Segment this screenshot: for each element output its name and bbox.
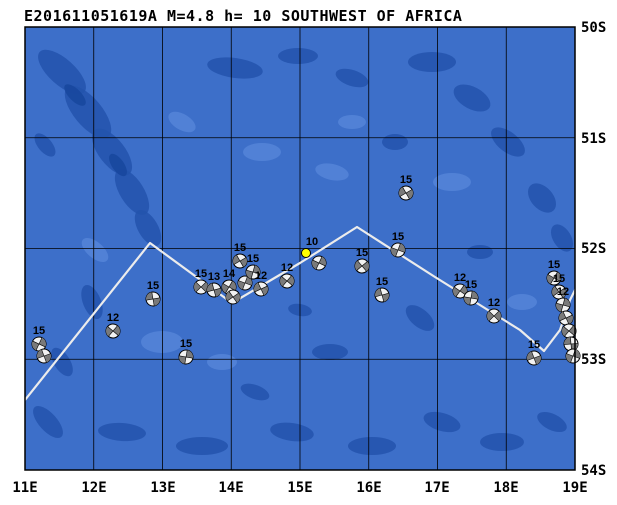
focal-mechanism-beachball: 15 (354, 247, 370, 274)
x-axis-tick-label: 13E (150, 480, 176, 496)
focal-mechanism-beachball: 15 (551, 273, 567, 300)
focal-mechanism-beachball: 12 (486, 297, 502, 324)
focal-mechanism-beachball: 12 (279, 262, 295, 289)
focal-mechanism-beachball (237, 275, 253, 291)
event-depth-label: 15 (247, 253, 259, 265)
focal-mechanism-beachball: 15 (374, 276, 390, 303)
event-depth-label: 12 (255, 270, 267, 282)
focal-mechanism-beachball (558, 310, 574, 326)
event-depth-label: 15 (465, 279, 477, 291)
y-axis-tick-label: 50S (581, 20, 607, 36)
event-depth-label: 10 (306, 236, 318, 248)
event-depth-label: 15 (147, 280, 159, 292)
event-depth-label: 15 (195, 268, 207, 280)
x-axis-tick-label: 17E (424, 480, 450, 496)
y-axis-tick-label: 54S (581, 463, 607, 479)
focal-mechanism-beachball: 12 (253, 270, 269, 297)
y-axis-tick-label: 53S (581, 352, 607, 368)
focal-mechanism-beachball: 15 (178, 338, 194, 365)
plot-title: E201611051619A M=4.8 h= 10 SOUTHWEST OF … (24, 7, 463, 25)
y-axis-tick-label: 52S (581, 241, 607, 257)
focal-mechanism-beachball: 15 (145, 280, 161, 307)
focal-mechanism-beachball (311, 255, 327, 271)
x-axis-tick-label: 11E (12, 480, 38, 496)
event-depth-label: 12 (281, 262, 293, 274)
x-axis-tick-label: 12E (81, 480, 107, 496)
y-axis-tick-label: 51S (581, 131, 607, 147)
event-depth-label: 15 (392, 231, 404, 243)
focal-mechanism-beachball: 13 (206, 271, 222, 298)
focal-mechanism-beachball: 15 (526, 339, 542, 366)
event-depth-label: 13 (208, 271, 220, 283)
focal-mechanism-beachball: 12 (452, 272, 468, 299)
x-axis-tick-label: 16E (356, 480, 382, 496)
x-axis-tick-label: 19E (562, 480, 588, 496)
event-depth-label: 15 (234, 242, 246, 254)
focal-mechanism-beachball: 15 (232, 242, 248, 269)
focal-mechanism-beachball: 15 (390, 231, 406, 258)
event-depth-label: 12 (107, 312, 119, 324)
event-depth-label: 15 (400, 174, 412, 186)
event-depth-label: 15 (33, 325, 45, 337)
event-depth-label: 15 (553, 273, 565, 285)
event-depth-label: 12 (557, 286, 569, 298)
event-depth-label: 15 (376, 276, 388, 288)
event-depth-label: 15 (548, 259, 560, 271)
event-depth-label: 12 (488, 297, 500, 309)
focal-mechanism-beachball: 15 (463, 279, 479, 306)
focal-mechanism-beachball (36, 348, 52, 364)
event-depth-label: 15 (528, 339, 540, 351)
focal-mechanism-beachball: 15 (193, 268, 209, 295)
focal-mechanism-beachball: 15 (245, 253, 261, 280)
focal-mechanism-beachball: 12 (105, 312, 121, 339)
x-axis-tick-label: 15E (287, 480, 313, 496)
focal-mechanism-beachball: 12 (555, 286, 571, 313)
x-axis-tick-label: 14E (218, 480, 244, 496)
event-depth-label: 15 (180, 338, 192, 350)
focal-mechanism-beachball: 15 (546, 259, 562, 286)
main-event-epicenter: 10 (301, 236, 318, 258)
x-axis-tick-label: 18E (493, 480, 519, 496)
focal-mechanism-beachball: 15 (398, 174, 414, 201)
focal-mechanism-beachball (225, 289, 241, 305)
map-frame (24, 26, 576, 471)
focal-mechanism-beachball (561, 323, 577, 339)
event-depth-label: 15 (356, 247, 368, 259)
focal-mechanism-beachball: 15 (31, 325, 47, 352)
event-depth-label: 12 (454, 272, 466, 284)
event-depth-label: 14 (223, 268, 236, 280)
